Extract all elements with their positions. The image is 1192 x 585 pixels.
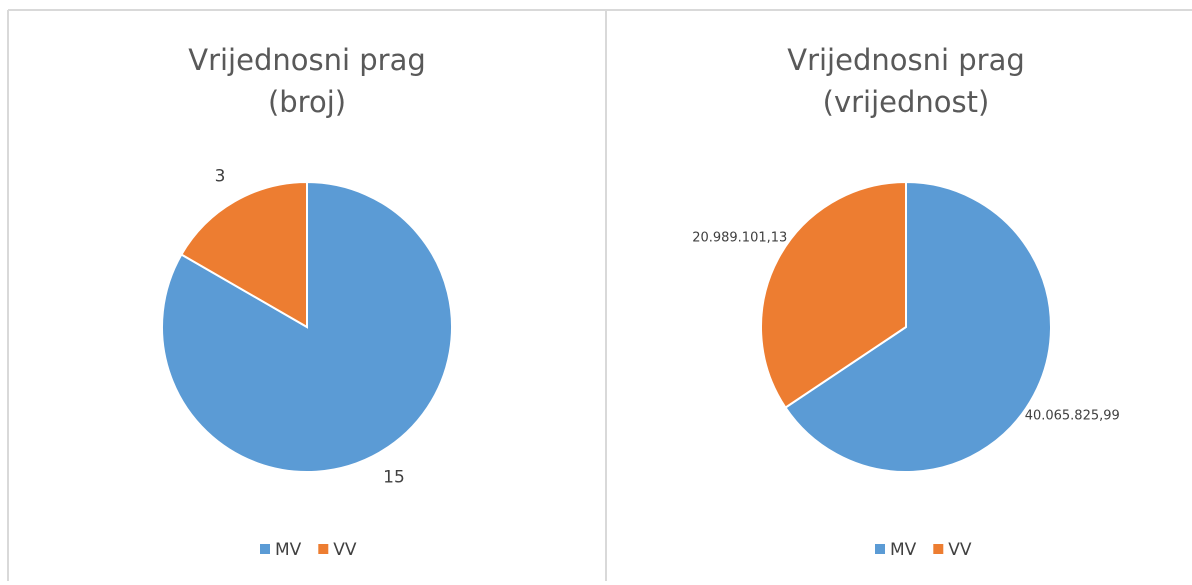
- chart-title: Vrijednosni prag: [188, 43, 426, 77]
- pie-slice: [180, 180, 308, 329]
- legend-swatch: [318, 544, 329, 554]
- pie-slice: [784, 180, 1052, 473]
- legend-swatch: [933, 544, 944, 554]
- legend-swatch: [875, 544, 885, 554]
- legend-label: VV: [333, 540, 357, 560]
- data-label: 20.989.101,13: [692, 231, 787, 246]
- chart-title: (broj): [268, 85, 346, 119]
- legend-label: MV: [890, 540, 917, 560]
- chart-title: Vrijednosni prag: [787, 43, 1025, 77]
- data-label: 15: [383, 468, 405, 488]
- pie-slice: [760, 180, 907, 409]
- data-label: 3: [215, 166, 226, 186]
- legend-label: MV: [275, 540, 302, 560]
- legend-label: VV: [948, 540, 972, 560]
- data-label: 40.065.825,99: [1025, 408, 1120, 423]
- legend-swatch: [260, 544, 270, 554]
- chart-title: (vrijednost): [823, 85, 990, 119]
